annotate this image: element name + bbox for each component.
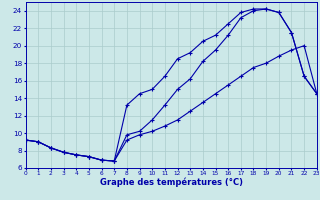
X-axis label: Graphe des températures (°C): Graphe des températures (°C)	[100, 177, 243, 187]
